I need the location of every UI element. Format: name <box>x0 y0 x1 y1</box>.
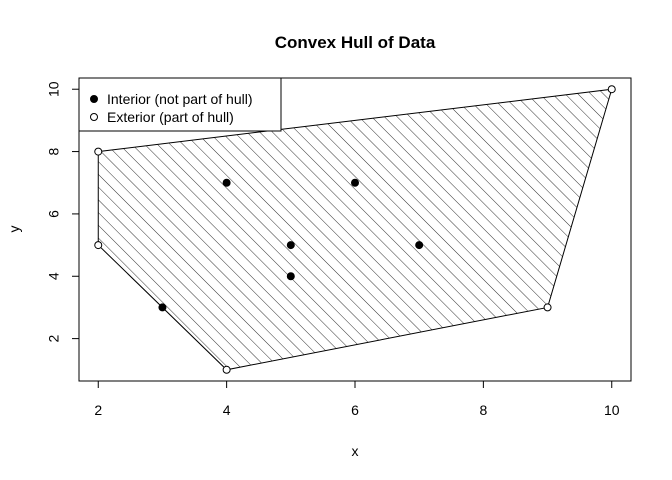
y-tick-label-4: 4 <box>46 272 62 280</box>
x-tick-label-6: 6 <box>351 402 359 418</box>
exterior-point-3 <box>543 303 552 312</box>
legend-label-interior: Interior (not part of hull) <box>107 91 253 107</box>
point-layer <box>94 85 616 374</box>
legend-label-exterior: Exterior (part of hull) <box>107 109 234 125</box>
y-axis-label: y <box>6 226 22 233</box>
y-tick-label-6: 6 <box>46 210 62 218</box>
y-tick-label-8: 8 <box>46 147 62 155</box>
legend-box <box>78 77 282 132</box>
y-tick-label-10: 10 <box>46 81 62 97</box>
legend: Interior (not part of hull) Exterior (pa… <box>78 77 282 132</box>
exterior-point-2 <box>222 365 231 374</box>
exterior-point-4 <box>607 85 616 94</box>
interior-point-3 <box>286 272 295 281</box>
interior-point-4 <box>351 178 359 187</box>
hull-polygon <box>97 88 613 371</box>
interior-point-0 <box>158 303 167 312</box>
chart-title: Convex Hull of Data <box>275 33 436 52</box>
legend-marker-interior <box>90 95 98 103</box>
x-tick-label-4: 4 <box>223 402 231 418</box>
x-axis-label: x <box>352 443 359 459</box>
hull-layer <box>97 88 613 371</box>
legend-marker-exterior <box>90 113 98 121</box>
x-tick-label-8: 8 <box>479 402 487 418</box>
exterior-point-1 <box>94 241 103 250</box>
exterior-point-0 <box>94 147 103 156</box>
x-tick-label-10: 10 <box>604 402 620 418</box>
interior-point-2 <box>286 241 295 250</box>
interior-point-1 <box>222 178 231 187</box>
interior-point-5 <box>415 241 424 250</box>
x-axis: 2 4 6 8 10 <box>94 380 620 418</box>
y-axis: 2 4 6 8 10 <box>46 81 80 343</box>
y-tick-label-2: 2 <box>46 335 62 343</box>
x-tick-label-2: 2 <box>94 402 102 418</box>
